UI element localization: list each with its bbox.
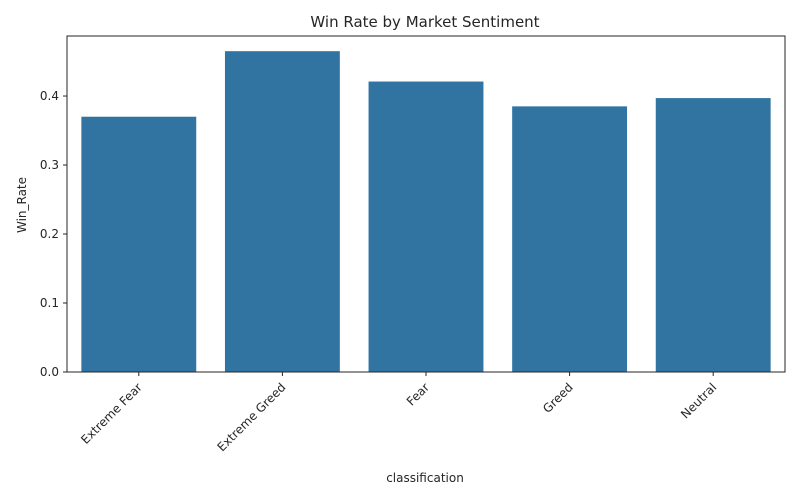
bar-greed (512, 106, 627, 372)
y-ticks-group: 0.0 0.1 0.2 0.3 0.4 (40, 89, 67, 379)
x-tick-label: Neutral (678, 380, 719, 421)
y-tick-label: 0.0 (40, 365, 59, 379)
bar-fear (369, 82, 484, 372)
y-tick-label: 0.3 (40, 158, 59, 172)
bar-extreme-fear (81, 117, 196, 372)
x-tick-label: Extreme Greed (214, 380, 288, 454)
x-axis-title: classification (386, 471, 464, 485)
y-tick-label: 0.4 (40, 89, 59, 103)
bars-group (81, 51, 770, 372)
x-tick-label: Greed (540, 380, 576, 416)
chart-title: Win Rate by Market Sentiment (310, 13, 539, 31)
x-tick-label: Fear (404, 380, 432, 408)
y-axis-title: Win_Rate (15, 177, 29, 233)
bar-neutral (656, 98, 771, 372)
x-ticks-group: Extreme Fear Extreme Greed Fear Greed Neutra… (78, 372, 719, 454)
y-tick-label: 0.1 (40, 296, 59, 310)
x-tick-label: Extreme Fear (78, 380, 145, 447)
bar-extreme-greed (225, 51, 340, 372)
y-tick-label: 0.2 (40, 227, 59, 241)
